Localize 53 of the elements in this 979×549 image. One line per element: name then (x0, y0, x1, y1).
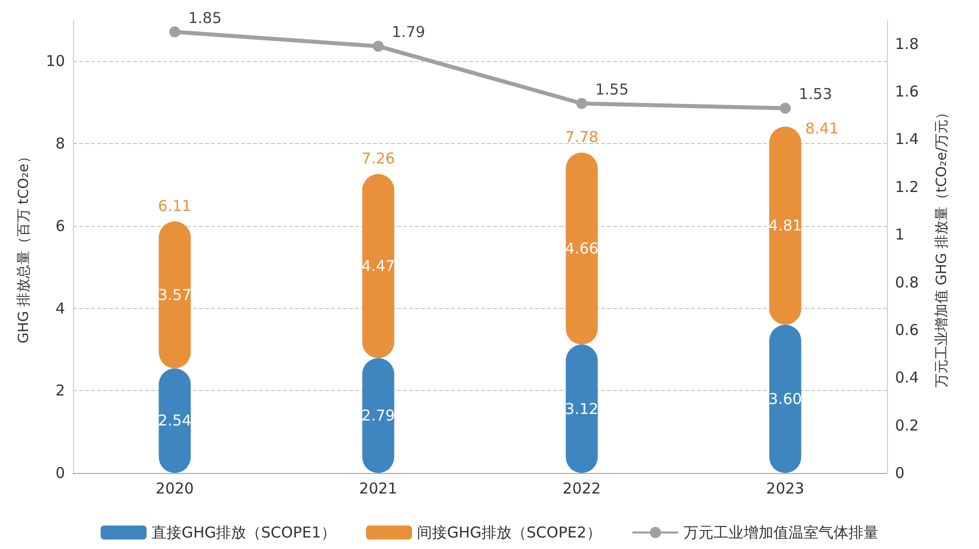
total-label: 8.41 (805, 120, 839, 138)
total-label: 6.11 (158, 196, 192, 215)
total-label: 7.26 (362, 150, 395, 168)
bar (362, 358, 394, 473)
data-label: 2.54 (158, 412, 192, 430)
bar (158, 221, 191, 368)
y-tick-label: 0 (55, 464, 65, 482)
data-label: 3.12 (565, 400, 598, 418)
data-label: 3.60 (768, 390, 802, 408)
y-tick-label: 6 (55, 216, 65, 235)
y-tick-label: 4 (55, 299, 65, 318)
bar (769, 324, 802, 473)
data-label: 2.79 (362, 406, 395, 425)
y2-tick-label: 1.8 (895, 34, 919, 53)
x-tick-label: 2023 (766, 480, 804, 498)
bar (158, 368, 191, 473)
y2-tick-label: 1.4 (895, 130, 919, 148)
y2-axis-title: 万元工业增加值 GHG 排放量（tCO₂e/万元） (934, 105, 950, 388)
y2-tick-label: 1.2 (895, 178, 919, 196)
y2-tick-label: 1 (895, 226, 905, 244)
data-label: 4.47 (362, 257, 395, 276)
bar (566, 344, 598, 473)
data-label: 1.55 (595, 80, 629, 98)
data-label: 1.85 (188, 8, 222, 27)
data-label: 1.53 (798, 85, 832, 104)
y-tick-label: 2 (55, 382, 65, 400)
legend-label: 直接GHG排放（SCOPE1） (152, 524, 336, 542)
x-tick-label: 2022 (562, 480, 601, 498)
data-label: 4.81 (768, 216, 802, 235)
x-tick-label: 2020 (156, 480, 194, 498)
y-axis-title: GHG 排放总量（百万 tCO₂e） (16, 150, 32, 344)
data-label: 4.66 (565, 240, 598, 258)
data-label: 1.79 (392, 23, 426, 42)
y2-tick-label: 0 (895, 464, 905, 482)
y2-tick-label: 0.2 (895, 416, 919, 434)
point (169, 26, 180, 38)
bar (362, 174, 394, 358)
data-label: 3.57 (158, 286, 192, 304)
y2-tick-label: 0.4 (895, 368, 919, 387)
bar (566, 152, 598, 345)
point (780, 102, 791, 114)
legend-label: 间接GHG排放（SCOPE2） (417, 524, 602, 542)
legend-label: 万元工业增加值温室气体排量 (683, 524, 878, 542)
y2-tick-label: 0.8 (895, 273, 919, 292)
y2-tick-label: 1.6 (895, 82, 919, 101)
y2-tick-label: 0.6 (895, 320, 919, 339)
bar (769, 126, 802, 325)
point (372, 40, 384, 52)
total-label: 7.78 (565, 128, 598, 146)
point (576, 98, 588, 109)
y-tick-label: 10 (46, 52, 65, 70)
y-tick-label: 8 (55, 134, 65, 153)
x-tick-label: 2021 (359, 480, 398, 498)
